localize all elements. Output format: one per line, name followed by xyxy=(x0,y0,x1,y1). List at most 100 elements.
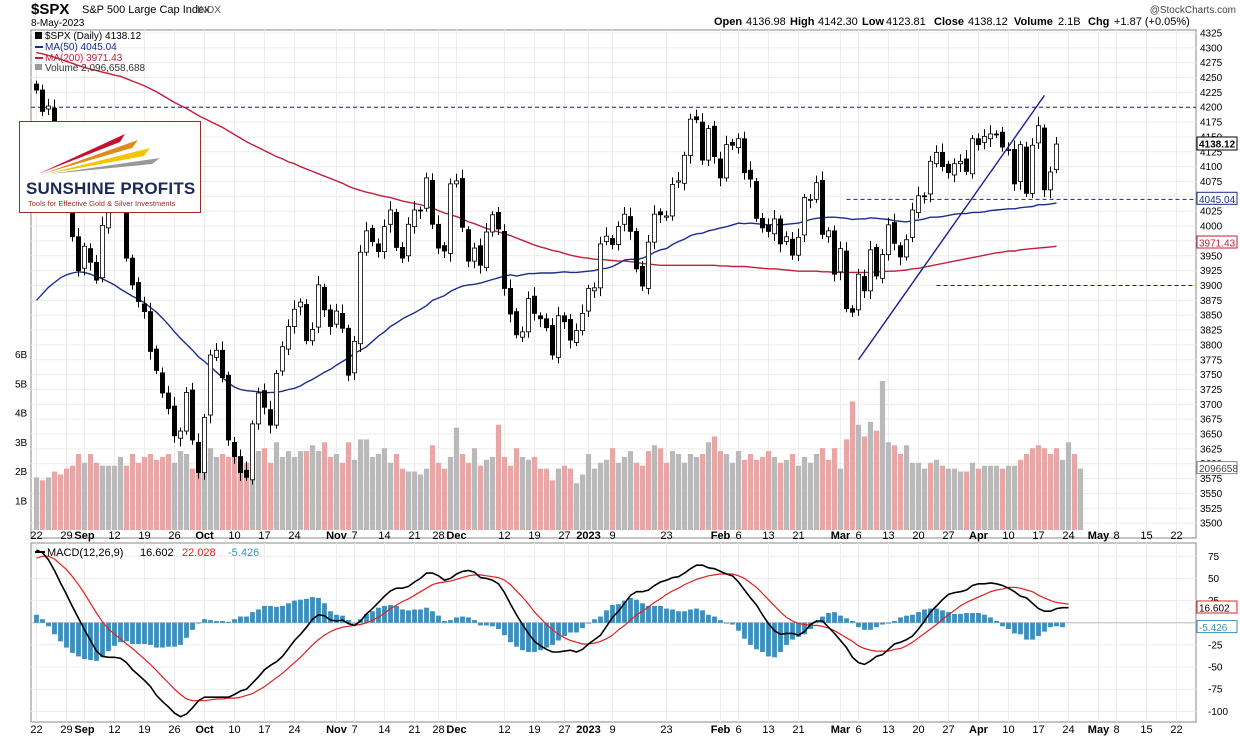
candle xyxy=(1018,141,1024,190)
symbol: $SPX xyxy=(31,1,69,18)
tag-volume: 2096658 xyxy=(1196,461,1238,475)
candle-body xyxy=(856,273,862,311)
candle xyxy=(231,436,237,464)
candle xyxy=(574,323,580,347)
volume-bar xyxy=(483,459,490,530)
close-label: Close xyxy=(934,16,964,28)
volume-bar xyxy=(861,436,868,530)
macd-hist-bar xyxy=(286,603,291,623)
macd-hist-bar xyxy=(694,608,699,623)
candle-body xyxy=(766,225,772,232)
candle-body xyxy=(874,247,880,277)
candle xyxy=(309,322,315,346)
volume-bar xyxy=(513,448,520,530)
volume-bar xyxy=(1053,448,1060,530)
candle-body xyxy=(309,329,315,342)
macd-hist-bar xyxy=(796,622,801,637)
volume-bar xyxy=(927,462,934,530)
candle-body xyxy=(201,416,207,474)
macd-hist-bar xyxy=(172,622,177,647)
volume-bar xyxy=(99,465,106,530)
high-label: High xyxy=(790,16,815,28)
candle-body xyxy=(724,144,730,179)
macd-hist-bar xyxy=(844,618,849,623)
candle xyxy=(1036,116,1042,149)
candle xyxy=(940,143,946,172)
candle-body xyxy=(375,243,381,253)
macd-hist-bar xyxy=(880,622,885,625)
candle-body xyxy=(207,354,213,416)
price-tick-label: 4000 xyxy=(1200,222,1223,233)
candle-body xyxy=(604,235,610,242)
macd-hist-bar xyxy=(352,622,357,624)
volume-bar xyxy=(567,468,574,530)
volume-bar xyxy=(411,471,418,530)
volume-bar xyxy=(63,468,70,530)
volume-value: 2.1B xyxy=(1058,16,1081,28)
candle-body xyxy=(40,89,46,112)
macd-hist-bar xyxy=(202,619,207,623)
volume-bar xyxy=(753,459,760,530)
candle-body xyxy=(387,209,393,225)
candle xyxy=(898,242,904,266)
date-tick-label: 17 xyxy=(1032,530,1044,542)
volume-bar xyxy=(489,456,496,530)
date-tick-label: 22 xyxy=(30,530,42,542)
macd-hist-bar xyxy=(166,622,171,647)
macd-hist-bar xyxy=(514,622,519,647)
macd-hist-bar xyxy=(460,616,465,623)
volume-bar xyxy=(873,430,880,530)
macd-hist-bar xyxy=(940,610,945,623)
logo-tagline: Tools for Effective Gold & Silver Invest… xyxy=(28,199,176,208)
volume-bar xyxy=(729,462,736,530)
macd-date-tick-label: 19 xyxy=(138,724,150,736)
volume-bar xyxy=(231,451,238,530)
volume-bar xyxy=(963,471,970,530)
macd-hist-bar xyxy=(610,605,615,623)
macd-hist-bar xyxy=(526,622,531,652)
volume-bar xyxy=(999,468,1006,530)
date-tick-label: 10 xyxy=(1002,530,1014,542)
macd-hist-bar xyxy=(556,622,561,641)
candle-body xyxy=(904,239,910,258)
volume-bar xyxy=(1041,448,1048,530)
low-label: Low xyxy=(862,16,884,28)
volume-tick-label: 4B xyxy=(15,409,28,420)
volume-bar xyxy=(1047,454,1054,530)
candle xyxy=(255,387,261,430)
watermark: @StockCharts.com xyxy=(1150,5,1236,16)
macd-hist-bar xyxy=(244,616,249,623)
candle xyxy=(886,217,892,261)
candle xyxy=(357,245,363,353)
macd-hist-bar xyxy=(280,605,285,623)
candle xyxy=(808,193,814,209)
volume-bar xyxy=(435,462,442,530)
volume-bar xyxy=(657,448,664,530)
price-tick-label: 4275 xyxy=(1200,58,1223,69)
candle-body xyxy=(982,135,988,143)
macd-hist-bar xyxy=(532,622,537,652)
candle xyxy=(423,172,429,212)
candle-body xyxy=(471,247,477,262)
macd-hist-bar xyxy=(208,620,213,623)
ma50-line xyxy=(35,202,1057,394)
candle xyxy=(520,326,526,342)
candle-body xyxy=(357,251,363,345)
volume-bar xyxy=(705,442,712,530)
volume-bar xyxy=(315,451,322,530)
price-tick-label: 3875 xyxy=(1200,296,1223,307)
candle xyxy=(682,151,688,191)
volume-bar xyxy=(519,456,526,530)
macd-hist-bar xyxy=(418,609,423,623)
volume-bar xyxy=(957,471,964,530)
volume-bar xyxy=(57,474,64,530)
volume-bar xyxy=(549,480,556,530)
macd-hist-bar xyxy=(982,614,987,623)
volume-bar xyxy=(669,451,676,530)
candle-body xyxy=(910,209,916,238)
macd-hist-bar xyxy=(1060,622,1065,628)
candle xyxy=(568,314,574,349)
volume-bar xyxy=(345,442,352,530)
volume-bar xyxy=(273,442,280,530)
date-tick-label: 13 xyxy=(882,530,894,542)
